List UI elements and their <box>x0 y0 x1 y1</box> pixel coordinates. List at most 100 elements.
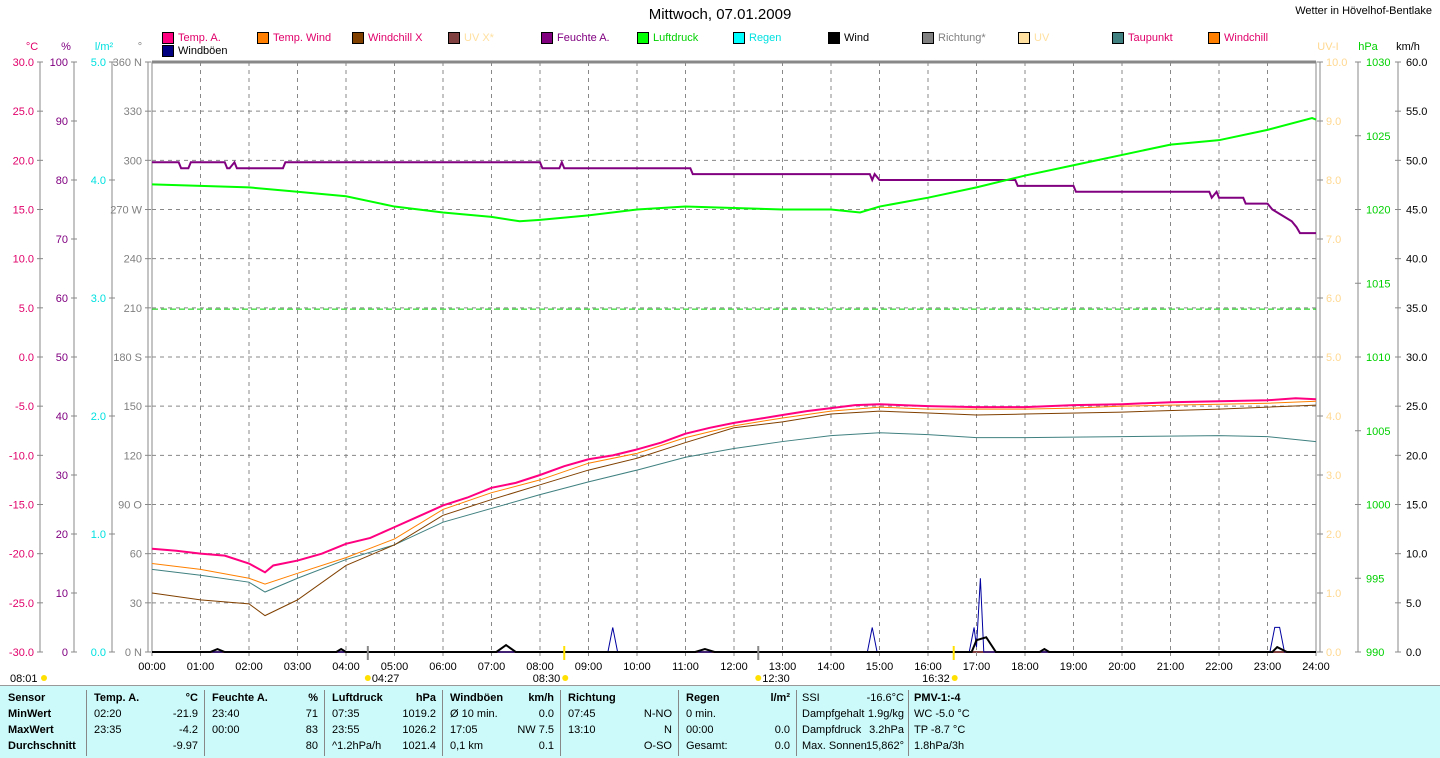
legend-item-regen: Regen <box>733 32 781 44</box>
temp-axis-label: -20.0 <box>9 549 34 561</box>
wc-value: WC -5.0 °C <box>914 708 970 720</box>
time-axis-label: 03:00 <box>284 661 312 673</box>
time-axis-label: 20:00 <box>1108 661 1136 673</box>
header-temp: Temp. A. <box>94 692 140 704</box>
time-axis-label: 17:00 <box>963 661 991 673</box>
time-axis-label: 09:00 <box>575 661 603 673</box>
sunrise-icon <box>562 675 569 681</box>
dir-axis-label: 150 <box>124 401 142 413</box>
press-axis-label: 1000 <box>1366 500 1390 512</box>
dir-axis-label: 0 N <box>125 647 142 659</box>
time-axis-label: 07:00 <box>478 661 506 673</box>
dampfdruck-label: Dampfdruck <box>802 724 862 736</box>
chart-title: Mittwoch, 07.01.2009 <box>648 6 792 23</box>
legend-label: UV <box>1034 32 1050 44</box>
moonset-icon <box>41 675 47 681</box>
station-name: Wetter in Hövelhof-Bentlake <box>1295 5 1432 17</box>
header-sensor: Sensor <box>8 692 46 704</box>
astro-time: 04:27 <box>372 673 400 685</box>
temp-axis-label: 30.0 <box>13 57 34 69</box>
temp-axis-label: -10.0 <box>9 450 34 462</box>
temp-value: -21.9 <box>172 708 198 720</box>
wind-axis-label: 50.0 <box>1406 155 1427 167</box>
time-axis-label: 19:00 <box>1060 661 1088 673</box>
legend-swatch <box>922 32 934 44</box>
time-axis-label: 24:00 <box>1302 661 1330 673</box>
legend-label: Temp. Wind <box>273 32 332 44</box>
astro-time: 16:32 <box>922 673 950 685</box>
rain-axis-label: 4.0 <box>91 175 106 187</box>
wind-axis-label: 10.0 <box>1406 549 1427 561</box>
row-label-min: MinWert <box>8 708 52 720</box>
legend-label: Windchill X <box>368 32 423 44</box>
temp-axis-unit: °C <box>26 41 38 53</box>
wind-axis-label: 20.0 <box>1406 450 1427 462</box>
ssi-value: -16.6°C <box>866 692 904 704</box>
time-axis-label: 23:00 <box>1254 661 1282 673</box>
time-axis-label: 18:00 <box>1011 661 1039 673</box>
press-value: 1019.2 <box>402 708 436 720</box>
dir-time: 13:10 <box>568 724 596 736</box>
time-axis-label: 11:00 <box>672 661 699 673</box>
press-time: ^1.2hPa/h <box>332 740 382 752</box>
col-temp: Temp. A. °C 02:20 -21.9 23:35 -4.2 -9.97 <box>86 690 205 756</box>
dampfdruck-value: 3.2hPa <box>869 724 904 736</box>
col-pmv: PMV-1:-4 WC -5.0 °C TP -8.7 °C 1.8hPa/3h <box>908 690 1028 756</box>
rain-axis-label: 2.0 <box>91 411 106 423</box>
temp-axis-label: -25.0 <box>9 598 34 610</box>
col-hum: Feuchte A.% 23:40 71 00:00 83 80 <box>204 690 325 756</box>
series-luftdruck <box>151 117 1317 223</box>
header-press: Luftdruck <box>332 692 383 704</box>
time-axis-label: 00:00 <box>138 661 166 673</box>
series-feuchte-a- <box>152 159 1316 235</box>
wind-axis-label: 0.0 <box>1406 647 1421 659</box>
legend-label: Feuchte A. <box>557 32 610 44</box>
legend-item-uv-x-: UV X* <box>448 32 494 44</box>
temp-axis-label: -15.0 <box>9 500 34 512</box>
rain-time: Gesamt: <box>686 740 728 752</box>
wind-axis-label: 5.0 <box>1406 598 1421 610</box>
dampfgehalt-value: 1.9g/kg <box>867 708 904 720</box>
time-axis-label: 04:00 <box>332 661 360 673</box>
temp-axis-label: 20.0 <box>13 155 34 167</box>
wind-axis-label: 15.0 <box>1406 500 1427 512</box>
series-temp-wind <box>151 400 1317 585</box>
dir-axis-label: 330 <box>124 106 142 118</box>
rain-axis-label: 1.0 <box>91 529 106 541</box>
hum-axis-label: 100 <box>50 57 68 69</box>
dir-axis-label: 90 O <box>118 500 142 512</box>
pmv-value: PMV-1:-4 <box>914 692 961 704</box>
hum-axis-unit: % <box>61 41 71 53</box>
legend-item-uv: UV <box>1018 32 1049 44</box>
rain-axis-unit: l/m² <box>95 41 114 53</box>
gust-time: 0,1 km <box>450 740 484 752</box>
press-axis-label: 1020 <box>1366 205 1390 217</box>
gust-time: Ø 10 min. <box>450 708 498 720</box>
temp-time: 02:20 <box>94 708 122 720</box>
col-sensor: Sensor MinWert MaxWert Durchschnitt <box>0 690 87 756</box>
unit-hum: % <box>308 692 318 704</box>
series-windchill-x <box>151 404 1317 617</box>
unit-press: hPa <box>415 692 436 704</box>
wind-axis-label: 35.0 <box>1406 303 1427 315</box>
hum-axis-label: 70 <box>56 234 68 246</box>
rain-axis-label: 5.0 <box>91 57 106 69</box>
press-value: 1021.4 <box>402 740 436 752</box>
gust-value: NW 7.5 <box>517 724 554 736</box>
dir-axis-label: 360 N <box>113 57 142 69</box>
temp-axis-label: -30.0 <box>9 647 34 659</box>
max-sonnen-label: Max. Sonnen <box>802 740 867 752</box>
rain-axis-label: 3.0 <box>91 293 106 305</box>
header-rain: Regen <box>686 692 720 704</box>
col-gust: Windböen km/h Ø 10 min. 0.0 17:05 NW 7.5 0,1 k… <box>442 690 561 756</box>
legend-label: Temp. A. <box>178 32 221 44</box>
legend-item-taupunkt: Taupunkt <box>1112 32 1173 44</box>
time-axis-label: 16:00 <box>914 661 942 673</box>
legend-label: Windböen <box>178 45 228 57</box>
temp-axis-label: 25.0 <box>13 106 34 118</box>
col-dir: Richtung 07:45 N-NO 13:10 N O-SO <box>560 690 679 756</box>
header-dir: Richtung <box>568 692 616 704</box>
dir-axis-label: 180 S <box>113 352 142 364</box>
press-axis-label: 1030 <box>1366 57 1390 69</box>
time-axis-label: 06:00 <box>429 661 457 673</box>
